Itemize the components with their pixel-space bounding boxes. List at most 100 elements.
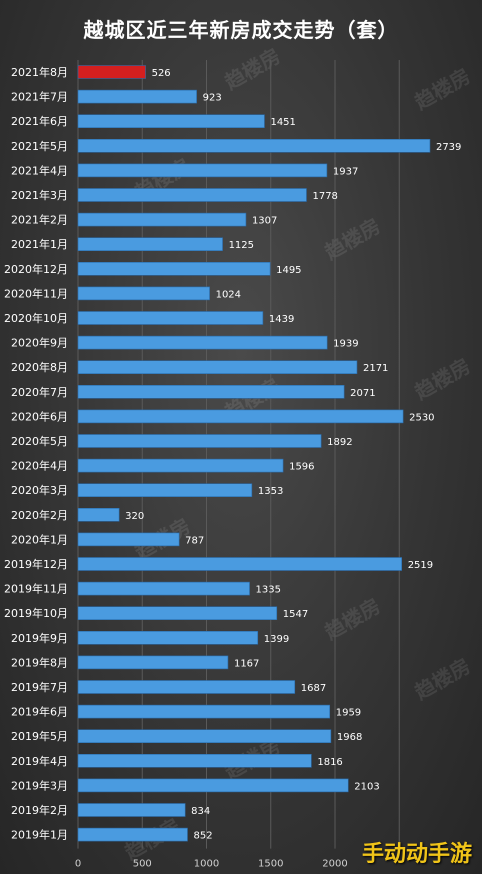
category-label: 2019年4月	[11, 754, 68, 768]
watermark-text: 趋楼房	[321, 594, 385, 645]
category-label: 2020年10月	[4, 311, 68, 325]
bar	[77, 188, 307, 202]
bar	[77, 409, 404, 424]
data-label: 526	[152, 68, 171, 79]
bar	[77, 286, 210, 301]
bar	[77, 606, 278, 621]
data-label: 1495	[276, 265, 301, 276]
category-label: 2019年2月	[11, 803, 68, 817]
data-label: 1167	[234, 658, 259, 669]
category-label: 2020年7月	[11, 385, 68, 399]
x-tick-label: 500	[133, 859, 152, 870]
data-label: 1307	[252, 216, 277, 227]
data-label: 1439	[269, 314, 294, 325]
bar	[77, 384, 345, 399]
bar	[77, 729, 332, 744]
category-label: 2021年4月	[11, 163, 68, 177]
data-label: 787	[185, 535, 204, 546]
category-label: 2019年10月	[4, 606, 68, 620]
category-label: 2019年8月	[11, 655, 68, 669]
bar	[77, 360, 358, 375]
watermark-text: 趋楼房	[411, 64, 475, 115]
data-label: 320	[125, 511, 144, 522]
watermark-text: 趋楼房	[321, 214, 385, 265]
data-label: 1816	[317, 757, 342, 768]
bar	[77, 237, 223, 251]
data-label: 1547	[283, 609, 308, 620]
x-tick-label: 1000	[194, 859, 219, 870]
data-label: 1125	[229, 240, 254, 251]
bar	[77, 753, 312, 768]
corner-logo: 手动动手游	[361, 842, 472, 867]
watermark-text: 趋楼房	[411, 354, 475, 405]
category-label: 2021年5月	[11, 139, 68, 153]
bar	[77, 335, 328, 350]
category-label: 2020年12月	[4, 262, 68, 276]
bar	[77, 680, 296, 694]
bar	[77, 532, 180, 547]
data-label: 1937	[333, 166, 358, 177]
category-label: 2020年8月	[11, 360, 68, 374]
bar	[77, 261, 271, 276]
category-label: 2019年6月	[11, 705, 68, 719]
x-tick-label: 0	[75, 859, 81, 870]
category-label: 2019年1月	[11, 828, 68, 842]
category-label: 2020年9月	[11, 336, 68, 350]
category-label: 2020年2月	[11, 508, 68, 522]
data-label: 2519	[408, 560, 433, 571]
bar	[77, 139, 431, 153]
x-tick-label: 1500	[258, 859, 283, 870]
category-label: 2021年8月	[11, 65, 68, 79]
bar	[77, 65, 146, 79]
data-label: 1687	[301, 683, 326, 694]
watermark-text: 趋楼房	[221, 44, 285, 95]
data-label: 2171	[363, 363, 388, 374]
category-label: 2019年5月	[11, 729, 68, 743]
category-label: 2021年6月	[11, 114, 68, 128]
data-label: 834	[191, 806, 210, 817]
data-label: 1335	[256, 585, 281, 596]
category-label: 2021年7月	[11, 90, 68, 104]
category-label: 2019年11月	[4, 582, 68, 596]
category-label: 2020年5月	[11, 434, 68, 448]
bar	[77, 778, 349, 793]
category-label: 2020年6月	[11, 409, 68, 423]
data-label: 1959	[336, 708, 361, 719]
bar	[77, 704, 331, 719]
bar	[77, 827, 188, 842]
data-label: 1939	[333, 339, 358, 350]
x-tick-label: 2000	[322, 859, 347, 870]
bar	[77, 114, 265, 128]
data-label: 1353	[258, 486, 283, 497]
data-label: 2071	[350, 388, 375, 399]
data-label: 1596	[289, 462, 314, 473]
data-label: 1778	[312, 191, 337, 202]
data-label: 1968	[337, 732, 362, 743]
data-label: 2530	[409, 412, 434, 423]
bar	[77, 89, 197, 104]
bar	[77, 803, 186, 817]
watermark-text: 趋楼房	[411, 654, 475, 705]
bar	[77, 311, 264, 325]
category-label: 2021年1月	[11, 237, 68, 251]
data-label: 1892	[327, 437, 352, 448]
bar	[77, 581, 250, 596]
data-label: 852	[193, 831, 212, 842]
category-label: 2020年11月	[4, 286, 68, 300]
bar	[77, 163, 328, 178]
category-label: 2019年12月	[4, 557, 68, 571]
category-label: 2021年3月	[11, 188, 68, 202]
category-label: 2021年2月	[11, 213, 68, 227]
bar	[77, 483, 253, 498]
bar	[77, 458, 284, 473]
bar	[77, 507, 120, 522]
bar	[77, 557, 402, 571]
bar	[77, 630, 259, 645]
category-label: 2020年3月	[11, 483, 68, 497]
chart-title: 越城区近三年新房成交走势（套）	[83, 18, 399, 42]
bar	[77, 434, 322, 448]
data-label: 2103	[354, 781, 379, 792]
category-label: 2019年9月	[11, 631, 68, 645]
data-label: 1024	[216, 289, 241, 300]
